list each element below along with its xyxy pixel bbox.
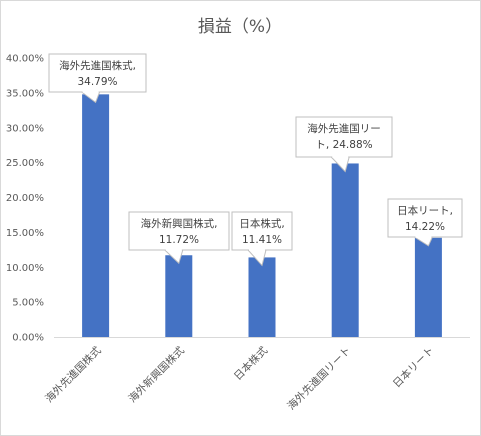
bar <box>414 237 442 337</box>
x-axis-labels: 海外先進国株式 海外新興国株式 日本株式 海外先進国リート 日本リート <box>43 344 437 413</box>
y-axis: 0.00% 5.00% 10.00% 15.00% 20.00% 25.00% 30.00%… <box>6 54 470 344</box>
data-label: 海外先進国リート, 24.88% <box>295 116 393 173</box>
data-label-line: 海外先進国リー <box>307 122 381 135</box>
data-label-value: 34.79% <box>77 76 117 88</box>
data-label-box <box>128 211 230 251</box>
y-tick-label: 35.00% <box>6 88 44 99</box>
bar <box>82 94 110 337</box>
y-tick-label: 10.00% <box>6 263 44 274</box>
data-label-line: 日本株式, <box>239 217 284 230</box>
bar <box>248 257 276 337</box>
y-tick-label: 0.00% <box>12 333 44 344</box>
x-tick-label: 海外先進国リート <box>285 344 354 413</box>
data-label: 日本株式, 11.41% <box>231 211 293 267</box>
x-tick-label: 日本リート <box>390 344 436 390</box>
bars <box>82 94 442 337</box>
y-tick-label: 15.00% <box>6 228 44 239</box>
bar <box>165 255 193 337</box>
y-tick-label: 30.00% <box>6 123 44 134</box>
data-label-value: 11.72% <box>159 234 199 246</box>
data-labels: 海外先進国株式, 34.79% 海外新興国株式, 11.72% 日本株式, 11.41% 海… <box>48 53 463 267</box>
data-label-line: 日本リート, <box>397 204 453 217</box>
bar <box>331 163 359 337</box>
data-label-box <box>387 198 463 238</box>
data-label-value: 14.22% <box>405 221 445 233</box>
data-label: 日本リート, 14.22% <box>387 198 463 247</box>
y-tick-label: 40.00% <box>6 54 44 65</box>
x-tick-label: 日本株式 <box>231 344 270 383</box>
data-label-value: 11.41% <box>242 234 282 246</box>
data-label-box <box>295 116 393 158</box>
x-tick-label: 海外新興国株式 <box>126 344 188 406</box>
data-label: 海外先進国株式, 34.79% <box>48 53 147 104</box>
y-tick-label: 20.00% <box>6 193 44 204</box>
data-label-line: 海外新興国株式, <box>141 217 218 230</box>
chart-title: 損益（%） <box>198 17 282 37</box>
data-label-value: ト, 24.88% <box>315 139 372 151</box>
data-label-box <box>48 53 147 93</box>
data-label-line: 海外先進国株式, <box>59 59 136 72</box>
y-tick-label: 25.00% <box>6 158 44 169</box>
x-tick-label: 海外先進国株式 <box>43 344 105 406</box>
y-tick-label: 5.00% <box>12 298 44 309</box>
data-label: 海外新興国株式, 11.72% <box>128 211 230 265</box>
